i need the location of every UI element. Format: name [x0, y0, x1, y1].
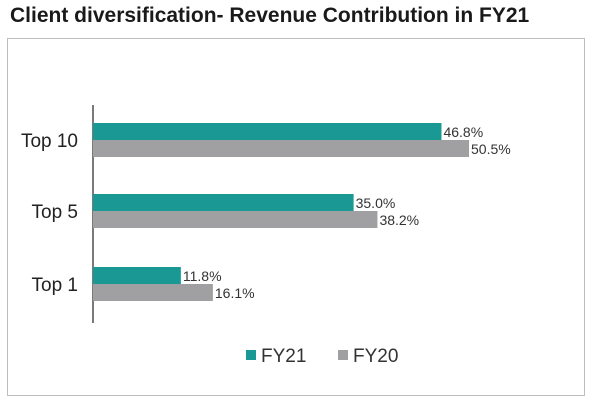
category-label: Top 5 [32, 202, 78, 223]
legend-swatch [338, 350, 348, 360]
legend-label: FY21 [261, 346, 306, 367]
chart-title: Client diversification- Revenue Contribu… [10, 4, 530, 27]
data-label: 35.0% [356, 195, 396, 211]
bar-fy21 [93, 194, 354, 211]
bar-fy20 [93, 140, 470, 157]
category-label: Top 10 [21, 131, 78, 152]
chart-frame [7, 38, 585, 396]
data-label: 46.8% [443, 124, 483, 140]
data-label: 38.2% [379, 212, 419, 228]
legend-label: FY20 [353, 346, 398, 367]
legend-swatch [246, 350, 256, 360]
data-label: 50.5% [471, 141, 511, 157]
bar-fy21 [93, 123, 442, 140]
bar-fy21 [93, 267, 181, 284]
data-label: 16.1% [215, 285, 255, 301]
bar-fy20 [93, 284, 213, 301]
bar-fy20 [93, 211, 378, 228]
category-label: Top 1 [32, 275, 78, 296]
data-label: 11.8% [183, 268, 222, 284]
